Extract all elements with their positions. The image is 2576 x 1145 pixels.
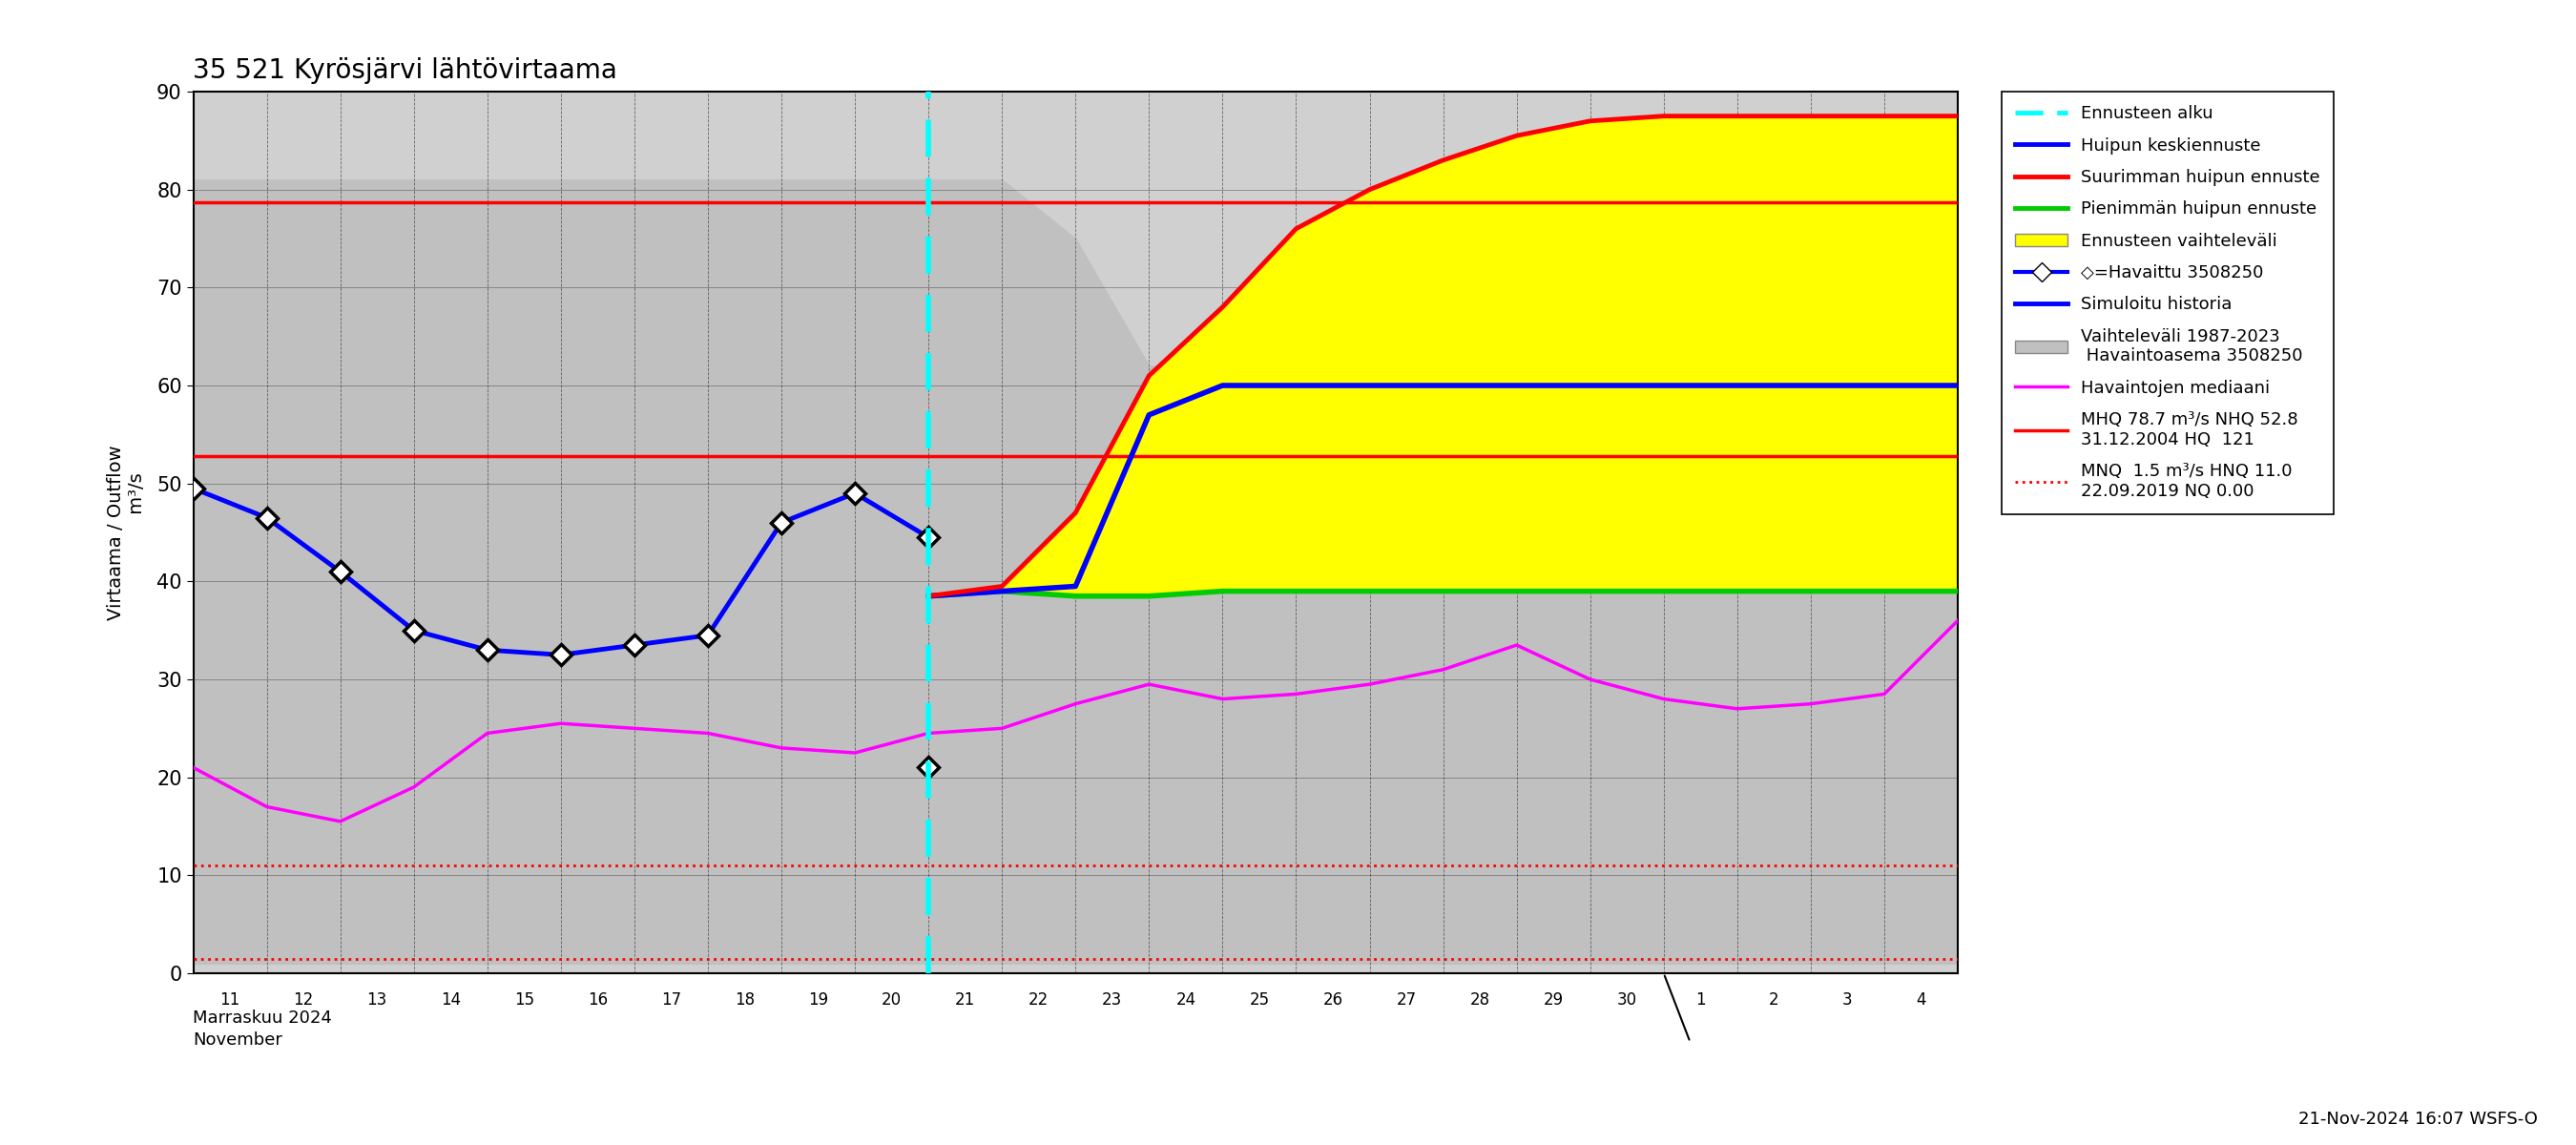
Y-axis label: Virtaama / Outflow
             m³/s: Virtaama / Outflow m³/s	[106, 444, 147, 621]
Text: 25: 25	[1249, 992, 1270, 1009]
Text: 4: 4	[1917, 992, 1927, 1009]
Text: 13: 13	[366, 992, 386, 1009]
Text: 24: 24	[1175, 992, 1195, 1009]
Text: 23: 23	[1103, 992, 1123, 1009]
Text: 3: 3	[1842, 992, 1852, 1009]
Text: 1: 1	[1695, 992, 1705, 1009]
Text: 28: 28	[1471, 992, 1489, 1009]
Text: 21: 21	[956, 992, 976, 1009]
Text: 16: 16	[587, 992, 608, 1009]
Text: 30: 30	[1618, 992, 1636, 1009]
Text: 19: 19	[809, 992, 829, 1009]
Text: 11: 11	[219, 992, 240, 1009]
Text: 27: 27	[1396, 992, 1417, 1009]
Text: 22: 22	[1028, 992, 1048, 1009]
Text: Marraskuu 2024: Marraskuu 2024	[193, 1009, 332, 1026]
Text: 18: 18	[734, 992, 755, 1009]
Legend: Ennusteen alku, Huipun keskiennuste, Suurimman huipun ennuste, Pienimmän huipun : Ennusteen alku, Huipun keskiennuste, Suu…	[2002, 92, 2334, 514]
Text: 12: 12	[294, 992, 314, 1009]
Text: 20: 20	[881, 992, 902, 1009]
Text: 15: 15	[515, 992, 533, 1009]
Text: 14: 14	[440, 992, 461, 1009]
Text: 29: 29	[1543, 992, 1564, 1009]
Text: 26: 26	[1321, 992, 1342, 1009]
Text: 2: 2	[1770, 992, 1780, 1009]
Text: 21-Nov-2024 16:07 WSFS-O: 21-Nov-2024 16:07 WSFS-O	[2298, 1111, 2537, 1128]
Text: 35 521 Kyrösjärvi lähtövirtaama: 35 521 Kyrösjärvi lähtövirtaama	[193, 57, 618, 84]
Text: 17: 17	[662, 992, 680, 1009]
Text: November: November	[193, 1032, 283, 1049]
